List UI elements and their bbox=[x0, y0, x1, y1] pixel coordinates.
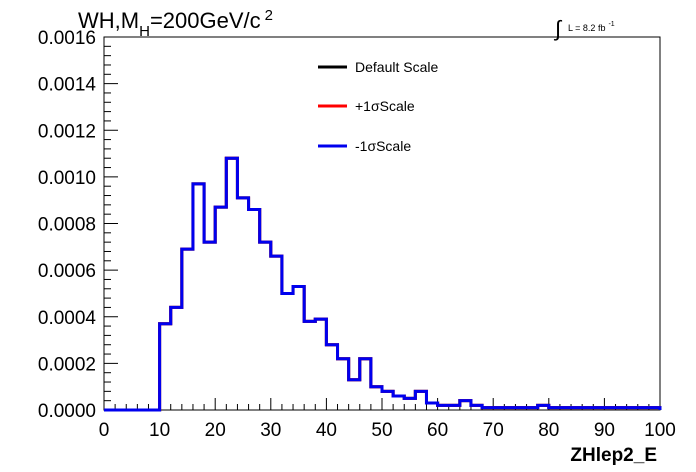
y-tick-label: 0.0010 bbox=[38, 168, 96, 189]
x-tick-label: 60 bbox=[427, 420, 448, 441]
lumi-text: L = 8.2 fb bbox=[568, 23, 605, 33]
series-line-0 bbox=[104, 156, 662, 412]
chart-title: WH,MH=200GeV/c 2 bbox=[78, 7, 273, 40]
plot-series bbox=[104, 156, 662, 412]
legend-label-minus: -1σScale bbox=[355, 138, 411, 154]
x-tick-label: 70 bbox=[483, 420, 504, 441]
series-line-1 bbox=[104, 156, 662, 412]
y-tick-label: 0.0002 bbox=[38, 354, 96, 375]
x-tick-label: 80 bbox=[538, 420, 559, 441]
y-tick-label: 0.0006 bbox=[38, 261, 96, 282]
y-tick-label: 0.0016 bbox=[38, 28, 96, 49]
x-tick-label: 10 bbox=[149, 420, 170, 441]
y-tick-label: 0.0004 bbox=[38, 308, 97, 329]
title-rest: =200GeV/c bbox=[150, 8, 261, 33]
x-tick-label: 50 bbox=[371, 420, 392, 441]
integral-sign: ∫ bbox=[553, 16, 563, 41]
y-axis: 0.0000 0.0002 0.0004 0.0006 0.0008 0.0010 0.00… bbox=[38, 28, 118, 422]
legend-label-plus: +1σScale bbox=[355, 98, 415, 114]
y-tick-label: 0.0012 bbox=[38, 121, 96, 142]
x-tick-label: 90 bbox=[594, 420, 615, 441]
series-line-2 bbox=[104, 156, 662, 412]
x-axis-label: ZHlep2_E bbox=[570, 445, 657, 466]
y-tick-label: 0.0014 bbox=[38, 75, 97, 96]
x-axis: 0 10 20 30 40 50 60 70 80 90 100 bbox=[99, 398, 676, 441]
y-tick-label: 0.0008 bbox=[38, 215, 96, 236]
y-tick-label: 0.0000 bbox=[38, 401, 96, 422]
title-subscript: H bbox=[139, 23, 150, 40]
x-tick-label: 40 bbox=[316, 420, 337, 441]
legend: Default Scale +1σScale -1σScale bbox=[318, 59, 438, 154]
title-main: WH,M bbox=[78, 8, 139, 33]
x-tick-label: 100 bbox=[644, 420, 676, 441]
plot-frame bbox=[103, 36, 661, 411]
title-superscript: 2 bbox=[265, 7, 273, 24]
lumi-label: L = 8.2 fb -1 bbox=[568, 21, 615, 33]
legend-label-default: Default Scale bbox=[355, 59, 438, 75]
lumi-superscript: -1 bbox=[608, 21, 614, 28]
x-tick-label: 20 bbox=[205, 420, 226, 441]
x-tick-label: 30 bbox=[260, 420, 281, 441]
x-tick-label: 0 bbox=[99, 420, 110, 441]
